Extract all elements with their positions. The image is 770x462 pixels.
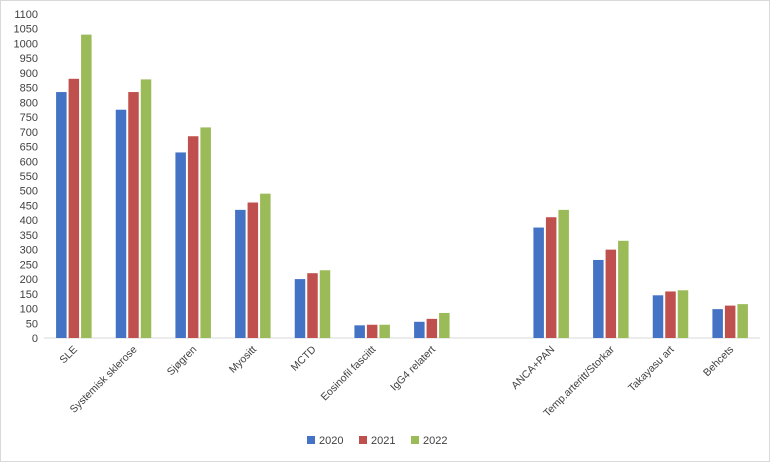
bar-2021 [366,324,378,338]
x-category-label: Takayasu art [626,344,677,395]
bar-2022 [200,127,211,339]
x-category-label: Eosinofil fasciitt [319,344,379,404]
legend-swatch [411,436,419,444]
bar-2022 [379,324,390,338]
y-tick-label: 550 [20,171,38,183]
x-category-label: MCTD [289,343,319,373]
bar-2022 [140,79,152,338]
bar-2020 [354,325,365,338]
legend-swatch [359,436,367,444]
y-tick-label: 200 [20,274,38,286]
y-tick-label: 700 [20,127,38,139]
x-category-label: Systemisk sklerose [68,344,140,416]
y-tick-label: 450 [20,200,38,212]
y-tick-label: 800 [20,97,38,109]
y-tick-label: 150 [20,289,38,301]
y-tick-label: 1100 [14,9,38,21]
x-category-label: Sjøgren [165,344,200,379]
bar-2020 [712,309,723,338]
legend-label: 2021 [371,435,395,447]
y-tick-label: 1000 [14,38,38,50]
bar-2022 [677,290,689,338]
y-tick-label: 100 [20,304,38,316]
x-category-label: IgG4 relatert [388,344,438,394]
bar-2022 [319,270,331,338]
bar-2020 [593,259,604,338]
x-category-label: ANCA+PAN [509,344,557,392]
bar-2022 [260,193,271,338]
x-category-label: Myositt [227,344,259,376]
bar-2021 [545,217,557,338]
bar-2022 [737,304,748,338]
bar-2021 [665,291,676,338]
bar-2022 [439,312,450,338]
legend-label: 2020 [319,435,343,447]
bar-2021 [426,318,438,338]
bar-2020 [175,152,186,338]
y-tick-label: 250 [20,259,38,271]
legend-swatch [307,436,315,444]
legend-label: 2022 [423,435,447,447]
bar-2022 [81,34,92,338]
bar-2020 [414,321,425,338]
y-tick-label: 500 [20,186,38,198]
bar-2021 [187,136,199,338]
bar-2020 [56,92,67,339]
bar-2021 [128,92,139,339]
y-tick-label: 850 [20,83,38,95]
x-category-label: SLE [57,344,80,367]
bar-2022 [618,240,629,338]
y-tick-label: 0 [32,333,38,345]
y-tick-label: 750 [20,112,38,124]
y-tick-label: 900 [20,68,38,80]
bar-2022 [558,209,569,338]
bar-2020 [115,109,127,339]
y-tick-label: 400 [20,215,38,227]
bar-2020 [652,295,664,338]
bar-2021 [724,305,736,338]
bar-2020 [533,227,544,338]
y-tick-label: 350 [20,230,38,242]
y-tick-label: 50 [26,318,38,330]
bar-2021 [247,202,259,338]
bar-2021 [605,249,617,338]
bar-2020 [294,279,306,338]
y-tick-label: 950 [20,53,38,65]
bar-2021 [307,273,318,338]
y-tick-label: 1050 [14,24,38,36]
bar-2020 [235,209,246,338]
bar-2021 [68,78,80,339]
x-category-label: Behcets [701,344,736,379]
y-tick-label: 650 [20,142,38,154]
y-tick-label: 300 [20,245,38,257]
y-tick-label: 600 [20,156,38,168]
